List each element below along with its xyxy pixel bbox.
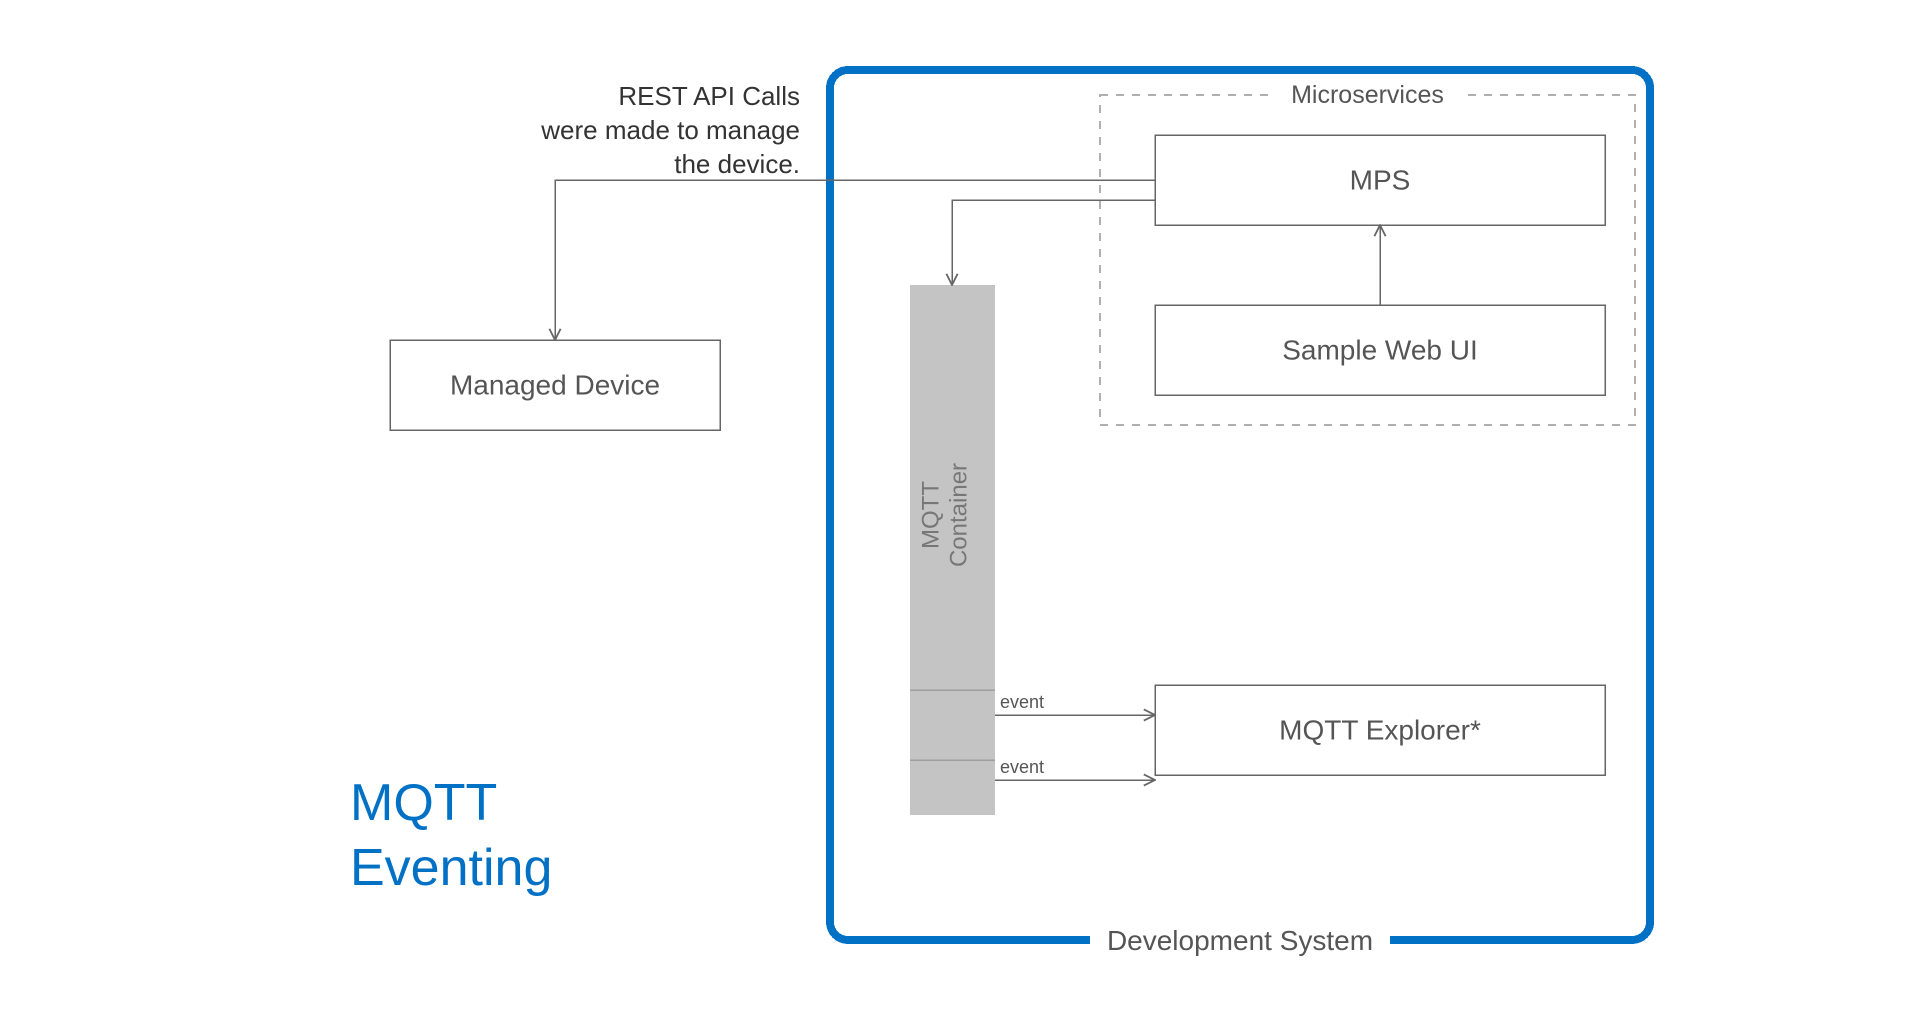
explorer-label: MQTT Explorer* (1279, 714, 1481, 745)
managed-label: Managed Device (450, 369, 660, 400)
rest-api-caption-line: were made to manage (540, 115, 800, 145)
connector (952, 200, 1155, 285)
diagram-title-line2: Eventing (350, 839, 552, 897)
microservices-label: Microservices (1291, 81, 1444, 109)
rest-api-caption-line: the device. (674, 149, 800, 179)
rest-api-caption-line: REST API Calls (618, 81, 800, 111)
event-label: event (1000, 757, 1044, 777)
mqtt-container-label-2: Container (946, 463, 973, 567)
webui-label: Sample Web UI (1282, 334, 1478, 365)
development-system-label: Development System (1107, 925, 1373, 956)
mps-label: MPS (1350, 164, 1411, 195)
architecture-diagram: Development SystemMicroservicesMQTTConta… (0, 0, 1920, 1020)
connector (555, 180, 1155, 340)
diagram-title-line1: MQTT (350, 774, 497, 832)
mqtt-container-label-1: MQTT (918, 481, 945, 549)
event-label: event (1000, 692, 1044, 712)
